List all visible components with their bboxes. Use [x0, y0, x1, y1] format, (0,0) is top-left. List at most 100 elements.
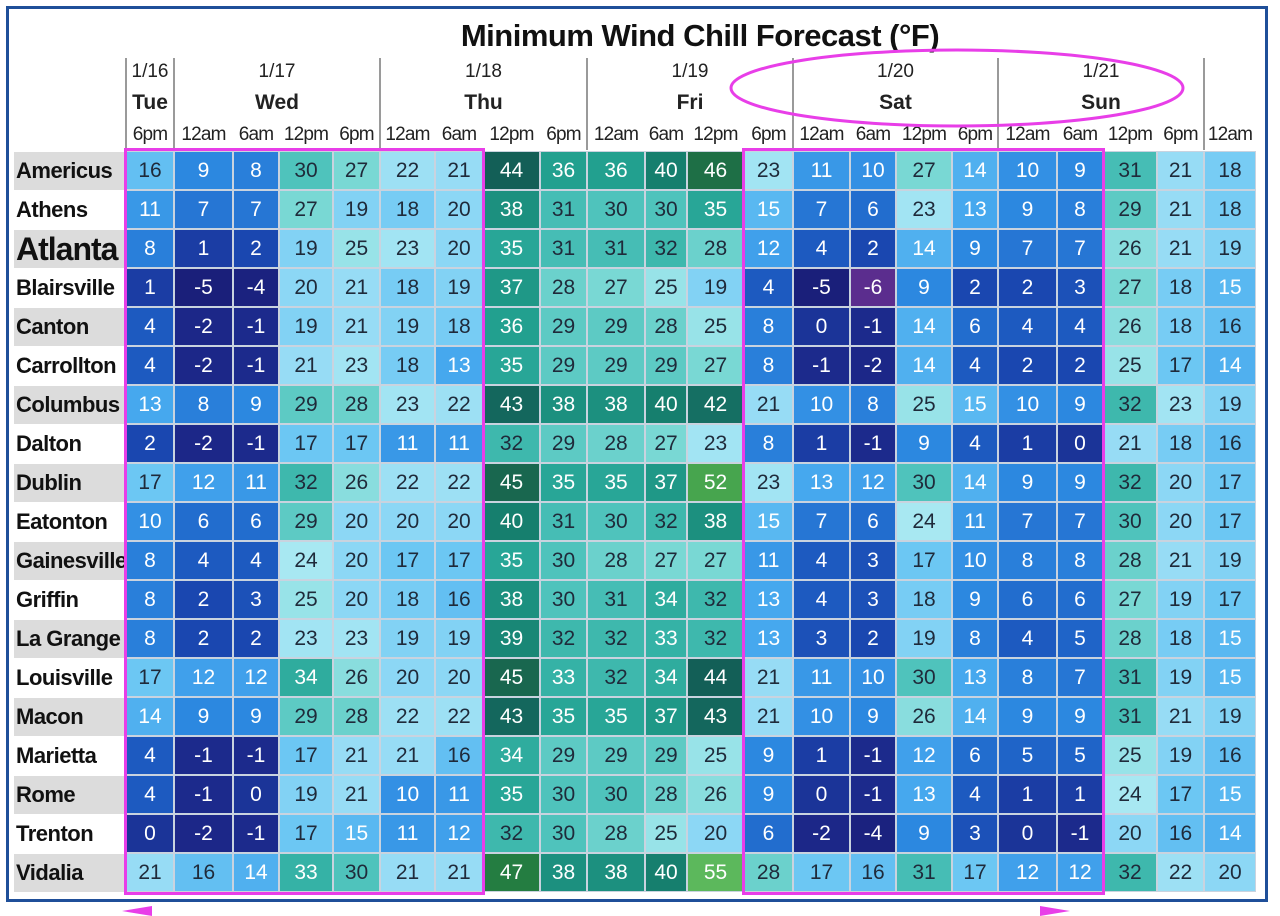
heatmap-cell: 16: [174, 853, 233, 892]
heatmap-cell: 30: [587, 502, 645, 541]
heatmap-cell: 27: [1103, 268, 1157, 307]
heatmap-cell: 19: [380, 619, 435, 658]
heatmap-cell: 8: [126, 619, 174, 658]
heatmap-cell: 21: [1157, 190, 1204, 229]
heatmap-cell: 19: [1204, 541, 1256, 580]
heatmap-cell: 26: [1103, 229, 1157, 268]
day-separator: [379, 58, 381, 150]
heatmap-cell: 4: [952, 346, 998, 385]
heatmap-cell: 0: [1057, 424, 1103, 463]
heatmap-cell: 14: [952, 463, 998, 502]
heatmap-cell: 31: [896, 853, 952, 892]
heatmap-cell: 39: [483, 619, 540, 658]
heatmap-cell: 2: [998, 268, 1057, 307]
heatmap-cell: 17: [1204, 580, 1256, 619]
heatmap-cell: 29: [279, 697, 333, 736]
time-label: 12am: [799, 124, 844, 145]
heatmap-cell: 17: [896, 541, 952, 580]
heatmap-cell: 31: [540, 229, 587, 268]
heatmap-cell: 18: [1157, 424, 1204, 463]
heatmap-cell: 26: [1103, 307, 1157, 346]
heatmap-cell: 6: [952, 307, 998, 346]
heatmap-cell: 9: [744, 775, 793, 814]
city-label: Vidalia: [14, 854, 126, 892]
chart-title: Minimum Wind Chill Forecast (°F): [460, 18, 940, 53]
heatmap-cell: 13: [952, 190, 998, 229]
heatmap-cell: 44: [483, 151, 540, 190]
heatmap-cell: 13: [793, 463, 850, 502]
heatmap-cell: 11: [435, 424, 483, 463]
heatmap-cell: 28: [333, 385, 380, 424]
heatmap-cell: 14: [233, 853, 279, 892]
heatmap-cell: 31: [540, 502, 587, 541]
heatmap-cell: 7: [998, 502, 1057, 541]
heatmap-cell: 8: [952, 619, 998, 658]
heatmap-cell: 8: [126, 580, 174, 619]
city-label: Blairsville: [16, 275, 115, 300]
heatmap-cell: 8: [998, 541, 1057, 580]
heatmap-cell: 20: [380, 502, 435, 541]
heatmap-cell: 10: [850, 151, 896, 190]
heatmap-cell: 21: [744, 697, 793, 736]
heatmap-cell: 7: [1057, 502, 1103, 541]
heatmap-cell: 17: [279, 736, 333, 775]
heatmap-cell: 17: [126, 658, 174, 697]
heatmap-cell: 9: [744, 736, 793, 775]
heatmap-cell: 4: [126, 346, 174, 385]
heatmap-cell: 17: [952, 853, 998, 892]
heatmap-cell: 17: [380, 541, 435, 580]
heatmap-cell: 16: [850, 853, 896, 892]
heatmap-cell: 30: [540, 775, 587, 814]
heatmap-cell: 28: [645, 307, 687, 346]
heatmap-cell: 37: [645, 697, 687, 736]
heatmap-cell: 33: [279, 853, 333, 892]
heatmap-cell: 32: [1103, 853, 1157, 892]
heatmap-cell: 11: [435, 775, 483, 814]
heatmap-cell: -1: [233, 424, 279, 463]
heatmap-cell: 6: [850, 502, 896, 541]
heatmap-cell: 4: [744, 268, 793, 307]
heatmap-cell: 20: [333, 502, 380, 541]
heatmap-cell: -1: [793, 346, 850, 385]
heatmap-cell: 21: [126, 853, 174, 892]
heatmap-cell: 32: [587, 658, 645, 697]
heatmap-cell: 9: [1057, 385, 1103, 424]
heatmap-cell: 14: [1204, 346, 1256, 385]
heatmap-cell: 1: [126, 268, 174, 307]
heatmap-cell: 22: [435, 385, 483, 424]
heatmap-cell: 14: [896, 229, 952, 268]
heatmap-cell: 30: [896, 463, 952, 502]
heatmap-cell: 27: [645, 424, 687, 463]
heatmap-cell: 30: [587, 775, 645, 814]
heatmap-cell: 4: [1057, 307, 1103, 346]
heatmap-cell: 30: [1103, 502, 1157, 541]
heatmap-cell: 9: [998, 190, 1057, 229]
heatmap-cell: 23: [896, 190, 952, 229]
heatmap-cell: 6: [174, 502, 233, 541]
heatmap-cell: 15: [1204, 775, 1256, 814]
heatmap-cell: 22: [380, 697, 435, 736]
heatmap-cell: 15: [952, 385, 998, 424]
time-label: 12pm: [693, 124, 738, 145]
city-label: Eatonton: [16, 509, 108, 534]
heatmap-cell: 29: [1103, 190, 1157, 229]
heatmap-cell: 13: [435, 346, 483, 385]
heatmap-cell: -5: [793, 268, 850, 307]
heatmap-cell: 23: [279, 619, 333, 658]
heatmap-cell: 10: [952, 541, 998, 580]
time-label: 6pm: [339, 124, 374, 145]
day-date-label: 1/17: [258, 61, 296, 82]
city-label: Griffin: [16, 587, 79, 612]
heatmap-cell: 27: [279, 190, 333, 229]
city-label: Dublin: [14, 464, 126, 502]
heatmap-cell: 36: [540, 151, 587, 190]
heatmap-cell: 2: [174, 619, 233, 658]
heatmap-cell: 9: [952, 229, 998, 268]
heatmap-cell: 7: [793, 190, 850, 229]
city-label: Marietta: [16, 743, 97, 768]
time-label: 6pm: [751, 124, 786, 145]
heatmap-cell: 22: [380, 151, 435, 190]
heatmap-cell: 4: [793, 541, 850, 580]
heatmap-cell: 23: [1157, 385, 1204, 424]
heatmap-cell: 24: [1103, 775, 1157, 814]
